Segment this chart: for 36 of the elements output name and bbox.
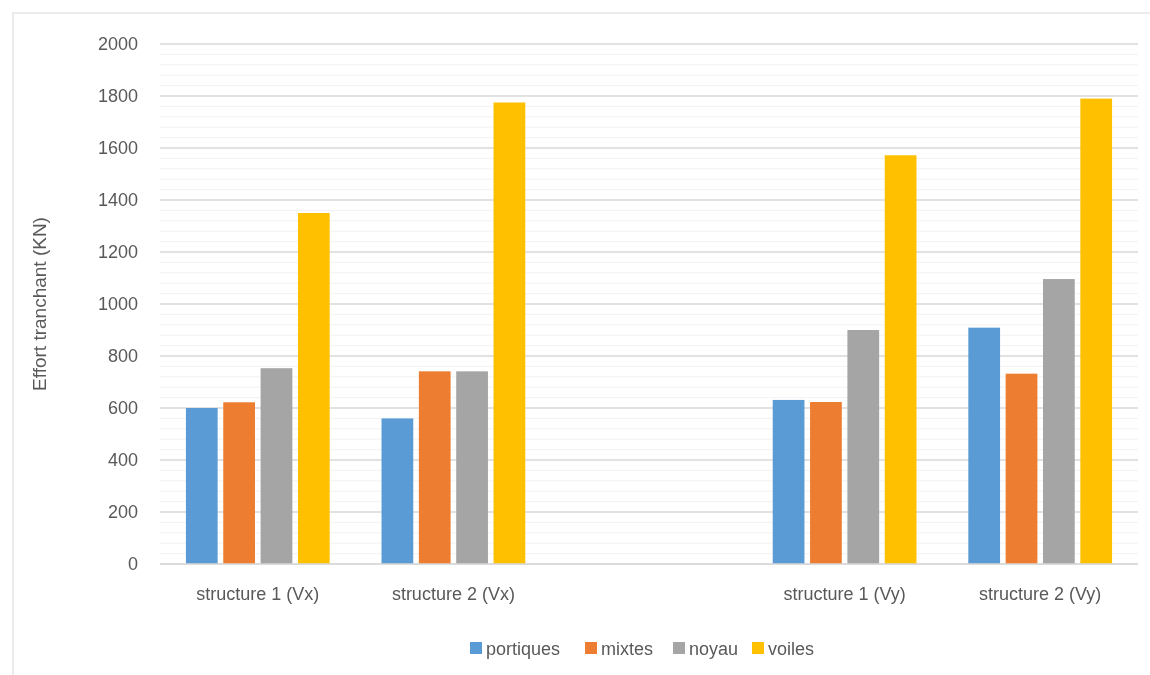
bar (884, 155, 917, 564)
legend-label: voiles (768, 639, 815, 660)
bar (1005, 373, 1038, 564)
x-tick-label: structure 1 (Vx) (196, 584, 320, 604)
y-tick-label: 200 (107, 502, 138, 523)
bar (223, 402, 255, 564)
bar (1080, 98, 1113, 564)
y-tick-label: 1800 (97, 86, 138, 107)
bar (418, 371, 451, 564)
bar (185, 408, 218, 564)
y-axis-title: Effort tranchant (KN) (29, 217, 50, 391)
legend-label: mixtes (601, 639, 654, 660)
bar (810, 402, 842, 564)
bar (297, 213, 330, 564)
y-tick-label: 0 (127, 554, 138, 575)
bar (456, 371, 488, 564)
y-tick-label: 800 (107, 346, 138, 367)
x-tick-label: structure 2 (Vx) (391, 584, 515, 604)
bar (381, 418, 414, 564)
bar (847, 330, 880, 564)
y-tick-label: 600 (107, 398, 138, 419)
x-tick-label: structure 1 (Vy) (783, 584, 906, 604)
y-tick-label: 1400 (97, 190, 138, 211)
y-tick-label: 1200 (97, 242, 138, 263)
legend-label: portiques (486, 639, 561, 660)
y-tick-label: 400 (107, 450, 138, 471)
bar (772, 399, 805, 564)
bar (968, 327, 1001, 564)
y-tick-label: 1000 (97, 294, 138, 315)
y-tick-label: 1600 (97, 138, 138, 159)
legend-label: noyau (689, 639, 739, 660)
y-tick-label: 2000 (97, 34, 138, 55)
bar (493, 102, 526, 564)
x-tick-label: structure 2 (Vy) (979, 584, 1102, 604)
bar (260, 368, 293, 564)
bar (1043, 279, 1075, 564)
